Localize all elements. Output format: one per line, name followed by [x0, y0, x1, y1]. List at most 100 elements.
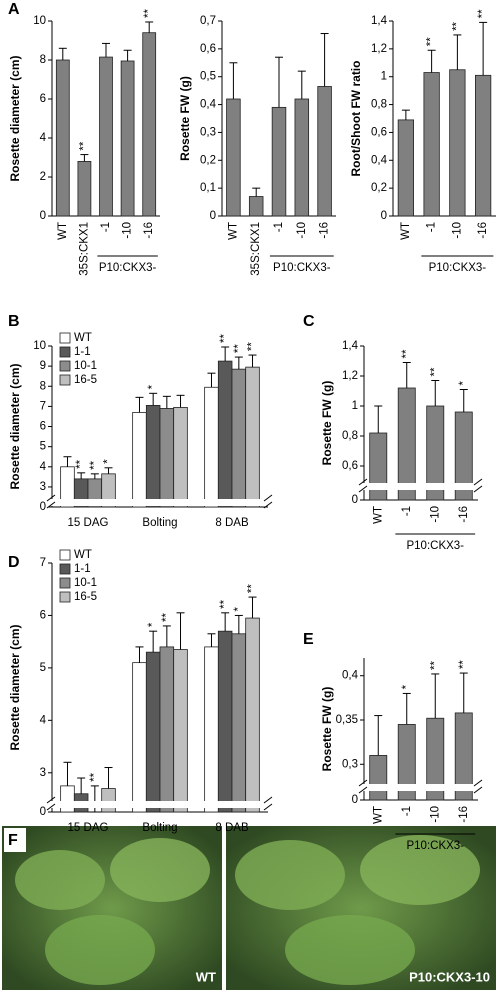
legend-label: 10-1 [74, 360, 97, 372]
bar [423, 72, 440, 217]
bar [449, 69, 466, 217]
bar [101, 788, 116, 813]
y-tick-label: 0 [352, 794, 358, 806]
y-tick-label: 4 [40, 461, 47, 473]
bar [204, 646, 219, 813]
legend-label: WT [74, 332, 92, 344]
bar [55, 59, 70, 217]
group-label: P10:CKX3- [429, 262, 487, 274]
bar [99, 56, 113, 217]
y-axis-label: Rosette diameter (cm) [8, 363, 22, 489]
y-tick-label: 5 [40, 441, 46, 453]
y-tick-label: 4 [40, 132, 47, 144]
panel-label: D [8, 554, 20, 571]
y-tick-label: 0,6 [200, 43, 216, 55]
plant [360, 835, 480, 905]
significance: ** [219, 599, 231, 608]
x-tick-label: 8 DAB [215, 517, 249, 529]
break-mark [358, 485, 368, 493]
bar [245, 617, 260, 813]
bar [142, 32, 157, 217]
y-tick-label: 6 [40, 421, 46, 433]
photo-right [226, 826, 496, 990]
y-tick-label: 5 [40, 662, 46, 674]
y-tick-label: 10 [33, 340, 46, 352]
break-mark [46, 803, 56, 811]
y-tick-label: 3 [40, 767, 46, 779]
bar [271, 106, 287, 217]
legend-swatch [59, 563, 71, 575]
significance: * [458, 381, 470, 386]
x-tick-label: 15 DAG [68, 822, 109, 834]
group-label: P10:CKX3- [99, 262, 157, 274]
legend-swatch [59, 374, 71, 386]
break-mark [263, 796, 273, 804]
significance: * [103, 459, 115, 464]
y-tick-label: 0 [40, 806, 46, 818]
x-tick-label: -16 [477, 222, 489, 239]
break-mark [473, 779, 483, 787]
break-mark [473, 478, 483, 486]
photo-label: P10:CKX3-10 [409, 969, 490, 984]
group-label: P10:CKX3- [273, 262, 331, 274]
x-tick-label: 35S:CKX1 [250, 222, 262, 276]
bar [77, 160, 92, 217]
y-tick-label: 0 [210, 210, 216, 222]
bar [217, 360, 233, 508]
y-axis-label: Rosette diameter (cm) [8, 624, 22, 750]
panel-label: E [303, 631, 314, 648]
axis-break [358, 784, 478, 791]
y-tick-label: 4 [40, 714, 47, 726]
significance: * [147, 622, 159, 627]
group-label: P10:CKX3- [406, 540, 464, 552]
x-tick-label: -1 [426, 222, 438, 232]
y-tick-label: 0,7 [200, 15, 216, 27]
legend-swatch [59, 577, 71, 589]
break-mark [358, 478, 368, 486]
bar [60, 785, 75, 813]
x-tick-label: WT [372, 806, 384, 824]
bar [204, 386, 219, 508]
panel-box [4, 828, 26, 852]
plant [285, 915, 415, 985]
y-tick-label: 1,4 [342, 340, 359, 352]
significance: ** [429, 367, 441, 376]
significance: ** [233, 344, 245, 353]
break-mark [46, 501, 56, 509]
axis-break [358, 483, 478, 490]
y-tick-label: 0,35 [336, 714, 358, 726]
x-tick-label: -16 [458, 506, 470, 523]
x-tick-label: -16 [319, 222, 331, 239]
y-axis-label: Rosette FW (g) [320, 381, 334, 466]
y-tick-label: 1,2 [371, 43, 387, 55]
y-tick-label: 0,6 [342, 460, 358, 472]
y-tick-label: 0,4 [342, 670, 359, 682]
plant [235, 840, 345, 910]
y-tick-label: 6 [40, 609, 46, 621]
bar [145, 651, 161, 813]
legend-label: 10-1 [74, 577, 97, 589]
y-axis-label: Rosette diameter (cm) [8, 55, 22, 181]
y-tick-label: 1 [381, 71, 387, 83]
bar [294, 98, 310, 217]
y-tick-label: 0 [352, 494, 358, 506]
significance: * [233, 606, 245, 611]
break-mark [263, 494, 273, 502]
x-tick-label: -1 [100, 222, 112, 232]
y-tick-label: 0,5 [200, 71, 216, 83]
y-tick-label: 7 [40, 557, 46, 569]
significance: ** [89, 772, 101, 781]
x-tick-label: WT [372, 506, 384, 524]
break-mark [263, 803, 273, 811]
significance: ** [477, 9, 489, 18]
y-tick-label: 0,6 [371, 126, 387, 138]
y-tick-label: 0,8 [342, 430, 358, 442]
y-tick-label: 3 [40, 481, 46, 493]
significance: ** [143, 8, 155, 17]
legend-swatch [59, 360, 71, 372]
y-tick-label: 0 [381, 210, 387, 222]
bar [145, 404, 161, 508]
x-tick-label: -10 [451, 222, 463, 239]
plant [15, 850, 105, 910]
x-tick-label: -10 [122, 222, 134, 239]
